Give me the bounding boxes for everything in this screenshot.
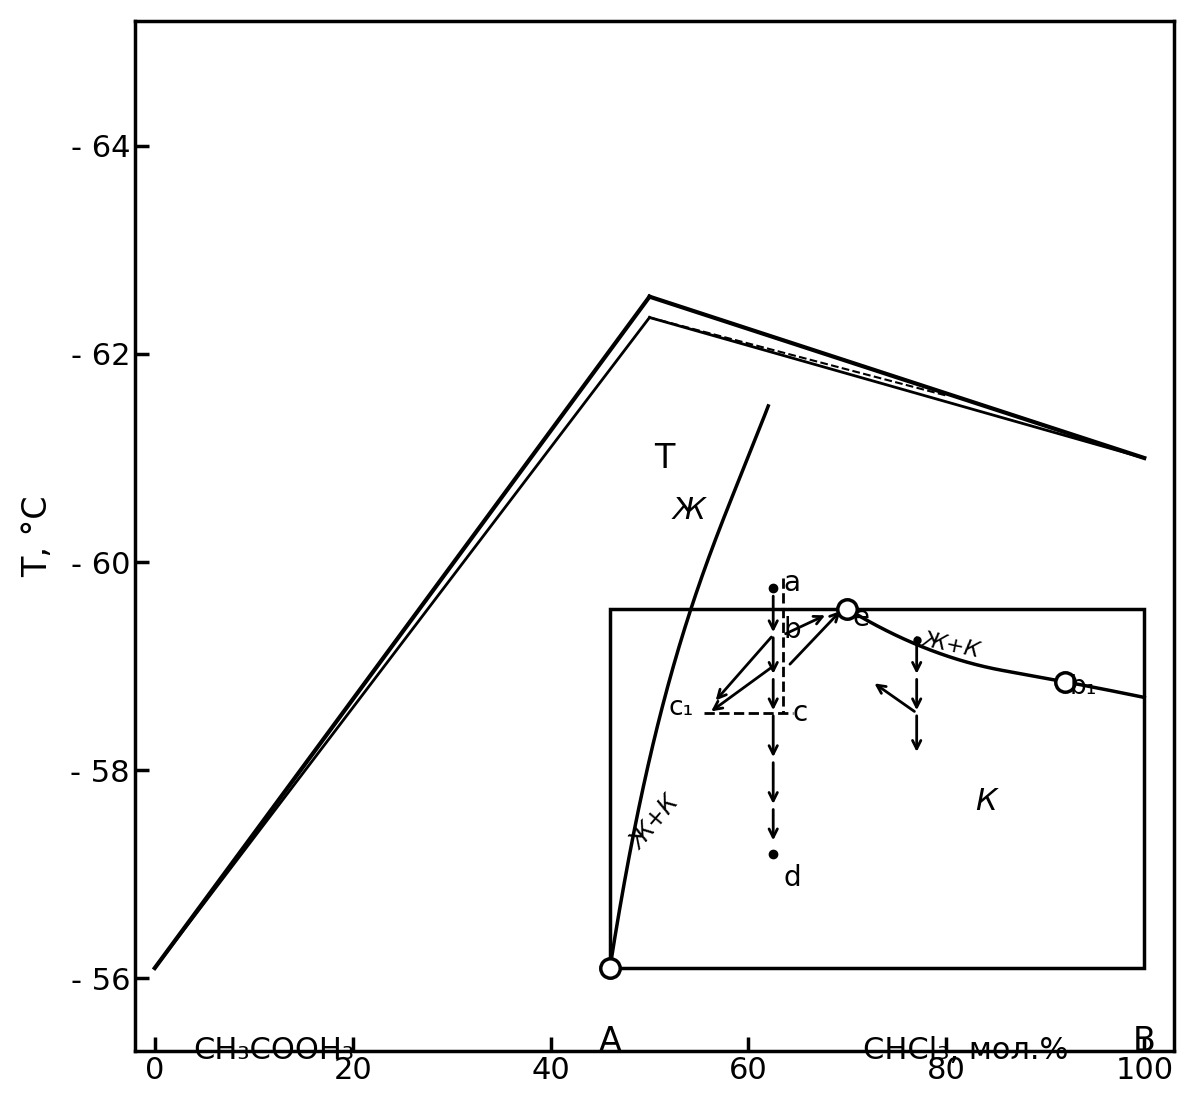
Text: b₁: b₁ — [1070, 674, 1098, 700]
Text: A: A — [598, 1025, 621, 1058]
Text: T: T — [655, 442, 675, 476]
Y-axis label: T, °C: T, °C — [20, 495, 54, 577]
Text: Ж+К: Ж+К — [625, 791, 683, 854]
Bar — [609, 609, 1144, 968]
Text: CHCl₃, мол.%: CHCl₃, мол.% — [863, 1035, 1069, 1065]
Text: К: К — [974, 787, 996, 816]
Text: b: b — [783, 616, 801, 644]
Text: Ж+К: Ж+К — [920, 629, 982, 661]
Text: a: a — [783, 568, 800, 597]
Text: c: c — [792, 699, 808, 727]
Text: Ж: Ж — [673, 495, 705, 524]
Text: CH₃COOH₃: CH₃COOH₃ — [193, 1035, 354, 1065]
Text: c₁: c₁ — [669, 695, 694, 721]
Text: e: e — [852, 604, 869, 632]
Text: d: d — [783, 864, 801, 891]
Text: B: B — [1132, 1025, 1155, 1058]
